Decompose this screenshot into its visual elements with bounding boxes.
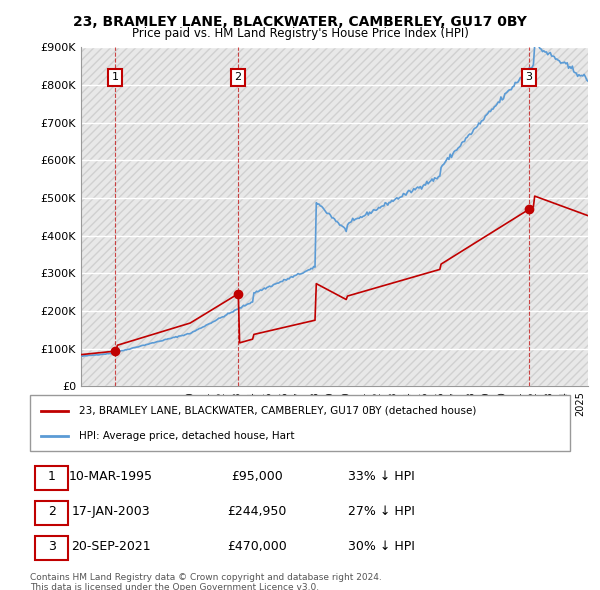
- Text: 23, BRAMLEY LANE, BLACKWATER, CAMBERLEY, GU17 0BY: 23, BRAMLEY LANE, BLACKWATER, CAMBERLEY,…: [73, 15, 527, 29]
- Text: HPI: Average price, detached house, Hart: HPI: Average price, detached house, Hart: [79, 431, 294, 441]
- Text: 10-MAR-1995: 10-MAR-1995: [69, 470, 153, 483]
- FancyBboxPatch shape: [30, 395, 570, 451]
- Text: £95,000: £95,000: [231, 470, 283, 483]
- Text: 2: 2: [234, 73, 241, 83]
- Text: 2: 2: [47, 505, 56, 519]
- Text: 17-JAN-2003: 17-JAN-2003: [71, 505, 151, 519]
- FancyBboxPatch shape: [35, 536, 68, 560]
- Text: 23, BRAMLEY LANE, BLACKWATER, CAMBERLEY, GU17 0BY (detached house): 23, BRAMLEY LANE, BLACKWATER, CAMBERLEY,…: [79, 406, 476, 416]
- Text: 20-SEP-2021: 20-SEP-2021: [71, 540, 151, 553]
- Text: 1: 1: [112, 73, 119, 83]
- FancyBboxPatch shape: [35, 466, 68, 490]
- Text: Contains HM Land Registry data © Crown copyright and database right 2024.: Contains HM Land Registry data © Crown c…: [30, 573, 382, 582]
- Text: 3: 3: [526, 73, 533, 83]
- Text: 3: 3: [47, 540, 56, 553]
- FancyBboxPatch shape: [35, 501, 68, 525]
- Text: This data is licensed under the Open Government Licence v3.0.: This data is licensed under the Open Gov…: [30, 583, 319, 590]
- Text: 1: 1: [47, 470, 56, 483]
- Text: 27% ↓ HPI: 27% ↓ HPI: [347, 505, 415, 519]
- Text: Price paid vs. HM Land Registry's House Price Index (HPI): Price paid vs. HM Land Registry's House …: [131, 27, 469, 40]
- Text: £244,950: £244,950: [227, 505, 286, 519]
- Text: 30% ↓ HPI: 30% ↓ HPI: [347, 540, 415, 553]
- Text: 33% ↓ HPI: 33% ↓ HPI: [347, 470, 415, 483]
- Text: £470,000: £470,000: [227, 540, 287, 553]
